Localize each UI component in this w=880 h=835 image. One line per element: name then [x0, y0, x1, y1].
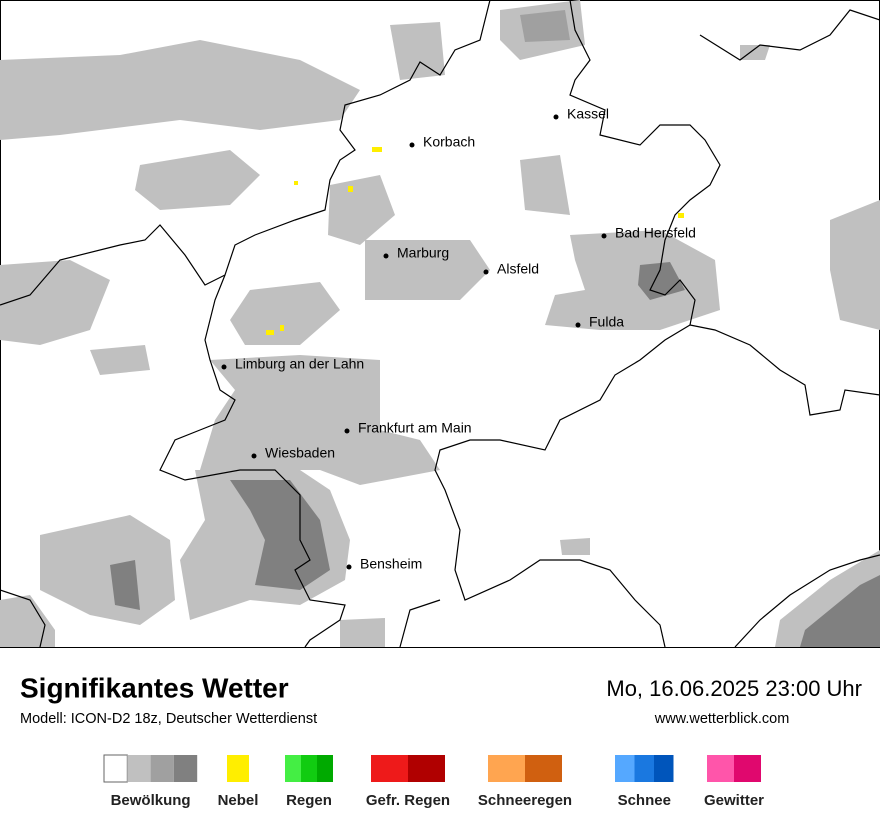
clouds: [0, 0, 880, 647]
fog: [266, 147, 684, 335]
legend-swatch: [150, 755, 174, 782]
legend-swatch: [634, 755, 654, 782]
city: Bensheim: [346, 556, 422, 572]
city-label: Fulda: [589, 314, 624, 330]
city: Wiesbaden: [251, 445, 335, 461]
city-label: Frankfurt am Main: [358, 420, 472, 436]
legend-label: Gefr. Regen: [366, 792, 450, 809]
legend-swatch: [707, 755, 734, 782]
city-label: Alsfeld: [497, 261, 539, 277]
map: Kassel Korbach Bad Hersfeld Marburg Alsf…: [0, 0, 880, 648]
city-label: Kassel: [567, 106, 609, 122]
subtitle: Modell: ICON-D2 18z, Deutscher Wetterdie…: [20, 711, 317, 727]
legend-swatch: [615, 755, 635, 782]
city-label: Korbach: [423, 134, 475, 150]
legend-swatch: [408, 755, 445, 782]
legend-swatch: [525, 755, 562, 782]
city: Limburg an der Lahn: [221, 356, 364, 372]
city-label: Marburg: [397, 245, 449, 261]
city: Fulda: [575, 314, 624, 330]
city-label: Wiesbaden: [265, 445, 335, 461]
city-label: Limburg an der Lahn: [235, 356, 364, 372]
legend-swatch: [317, 755, 333, 782]
city: Bad Hersfeld: [601, 225, 696, 241]
legend-swatch: [734, 755, 761, 782]
city: Marburg: [383, 245, 449, 261]
legend-swatch: [301, 755, 317, 782]
legend: Bewölkung Nebel Regen Gefr. Regen Schneerege…: [103, 754, 764, 809]
legend-label: Regen: [286, 792, 332, 809]
title: Signifikantes Wetter: [20, 672, 289, 703]
legend-swatch: [173, 755, 198, 782]
legend-label: Gewitter: [704, 792, 764, 809]
legend-label: Bewölkung: [111, 792, 191, 809]
city-label: Bensheim: [360, 556, 422, 572]
city: Kassel: [553, 106, 609, 122]
city-label: Bad Hersfeld: [615, 225, 696, 241]
datetime: Mo, 16.06.2025 23:00 Uhr: [606, 676, 862, 701]
legend-swatch: [654, 755, 674, 782]
city: Korbach: [409, 134, 475, 150]
legend-label: Schnee: [618, 792, 671, 809]
legend-label: Nebel: [218, 792, 259, 809]
legend-swatch: [103, 754, 128, 783]
legend-swatch: [127, 755, 151, 782]
city: Alsfeld: [483, 261, 539, 277]
legend-label: Schneeregen: [478, 792, 572, 809]
footer: Signifikantes Wetter Modell: ICON-D2 18z…: [20, 672, 862, 726]
city: Frankfurt am Main: [344, 420, 472, 436]
legend-swatch: [227, 755, 249, 782]
url: www.wetterblick.com: [654, 711, 790, 727]
cities: Kassel Korbach Bad Hersfeld Marburg Alsf…: [221, 106, 696, 572]
legend-swatch: [371, 755, 408, 782]
borders: [0, 0, 880, 648]
legend-swatch: [488, 755, 525, 782]
legend-swatch: [285, 755, 301, 782]
